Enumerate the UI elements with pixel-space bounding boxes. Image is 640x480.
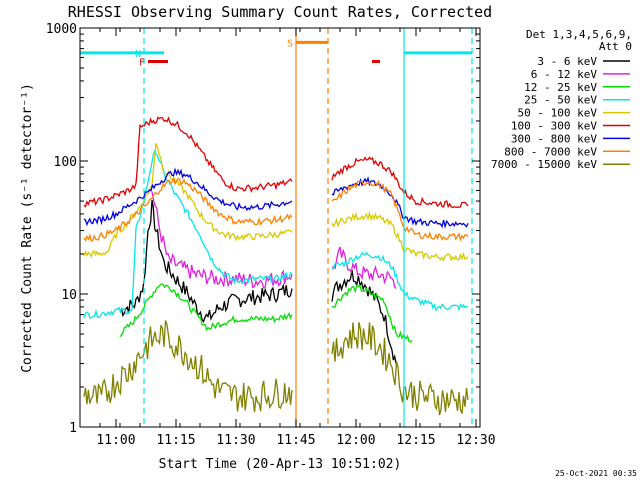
series-line-800-7000-kev-segment-1 [83,176,293,242]
y-tick-label: 1 [69,421,77,436]
x-axis-title: Start Time (20-Apr-13 10:51:02) [159,457,402,472]
x-tick-label: 11:00 [96,433,135,448]
legend-header-line-1: Det 1,3,4,5,6,9, [526,28,632,41]
generation-timestamp: 25-Oct-2021 00:35 [555,469,637,478]
legend-entry-label: 800 - 7000 keV [504,145,597,158]
legend-entry-label: 6 - 12 keV [531,68,598,81]
series-line-7000-15000-kev-segment-1 [83,320,293,413]
series-line-7000-15000-kev-segment-2 [331,322,469,416]
series-layer [83,116,469,416]
series-line-800-7000-kev-segment-2 [331,179,469,242]
chart-title: RHESSI Observing Summary Count Rates, Co… [68,3,492,21]
series-line-50-100-kev-segment-2 [331,210,469,262]
series-line-100-300-kev-segment-2 [331,156,469,209]
y-axis: 1 10 100 1000 [46,22,480,436]
x-tick-label: 11:15 [156,433,195,448]
series-line-6-12-kev-segment-2 [331,246,397,289]
x-tick-label: 11:30 [216,433,255,448]
legend-entry-label: 100 - 300 keV [511,120,597,133]
legend-header-line-2: Att 0 [599,40,632,53]
series-line-6-12-kev-segment-1 [151,191,293,289]
x-tick-label: 12:00 [336,433,375,448]
flag-layer: NF S [80,38,472,68]
series-line-50-100-kev-segment-1 [83,143,293,259]
y-axis-title: Corrected Count Rate (s⁻¹ detector⁻¹) [20,83,35,373]
flag-label-n: N [135,49,141,60]
x-tick-label: 12:30 [456,433,495,448]
legend-entry-label: 12 - 25 keV [524,81,597,94]
series-line-3-6-kev-segment-2 [331,269,397,364]
marker-layer [143,28,473,427]
y-tick-label: 1000 [46,22,77,37]
y-tick-label: 100 [54,155,77,170]
x-tick-label: 12:15 [396,433,435,448]
flag-label-s: S [287,38,293,49]
series-line-300-800-kev-segment-1 [83,167,293,227]
series-line-12-25-kev-segment-1 [119,283,293,338]
series-line-25-50-kev-segment-1 [83,149,293,319]
series-line-100-300-kev-segment-1 [83,116,293,208]
x-axis: 11:00 11:15 11:30 11:45 12:00 12:15 12:30 [79,28,496,448]
series-line-25-50-kev-segment-2 [331,251,469,312]
flag-label-f: F [139,57,145,68]
series-line-12-25-kev-segment-2 [331,284,413,343]
legend-entry-label: 50 - 100 keV [518,107,598,120]
y-tick-label: 10 [61,288,77,303]
legend-entry-label: 300 - 800 keV [511,132,597,145]
legend-entry-label: 25 - 50 keV [524,94,597,107]
series-line-3-6-kev-segment-1 [119,199,293,324]
x-tick-label: 11:45 [276,433,315,448]
legend-entry-label: 7000 - 15000 keV [491,158,597,171]
legend-entry-label: 3 - 6 keV [537,55,597,68]
